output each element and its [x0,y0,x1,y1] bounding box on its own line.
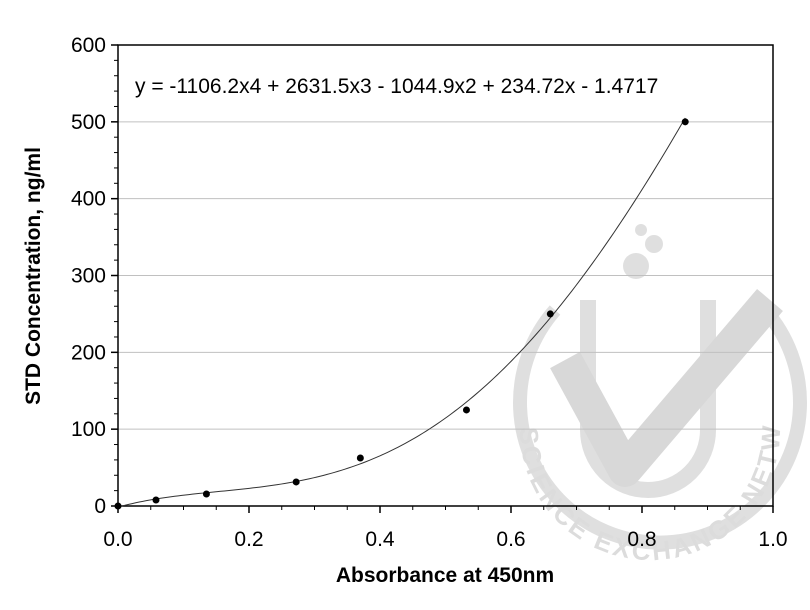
y-tick-label: 100 [71,418,106,441]
y-tick-label: 600 [71,34,106,57]
y-tick-label: 300 [71,265,106,288]
data-point [202,490,210,498]
data-point [292,478,300,486]
x-tick-label: 1.0 [758,528,787,551]
x-tick-label: 0.8 [627,528,656,551]
data-point [152,496,160,504]
x-tick-label: 0.4 [365,528,395,551]
x-tick-label: 0.0 [103,528,132,551]
x-axis-title: Absorbance at 450nm [336,564,554,587]
y-tick-label: 0 [94,495,106,518]
y-axis-title: STD Concentration, ng/ml [22,147,45,405]
x-axis: 0.0 0.2 0.4 0.6 0.8 1.0 [103,506,788,551]
data-points [114,118,689,510]
data-point [356,454,364,462]
watermark-check-icon [550,288,783,487]
y-tick-label: 400 [71,188,106,211]
y-axis: 0 100 200 300 400 500 600 [71,34,118,518]
gridlines [118,121,773,430]
data-point [462,406,470,414]
y-tick-label: 200 [71,341,106,364]
watermark-bubble [623,253,649,279]
watermark-flask [580,300,716,498]
y-tick-label: 500 [71,111,106,134]
x-tick-label: 0.6 [496,528,525,551]
watermark-bubble [645,235,663,253]
watermark-bubble [635,224,647,236]
watermark-ring [513,305,807,550]
data-point [681,118,689,126]
trendline [118,117,686,507]
trendline-equation: y = -1106.2x4 + 2631.5x3 - 1044.9x2 + 23… [135,75,658,98]
x-tick-label: 0.2 [234,528,263,551]
data-point [546,310,554,318]
data-point [114,502,122,510]
